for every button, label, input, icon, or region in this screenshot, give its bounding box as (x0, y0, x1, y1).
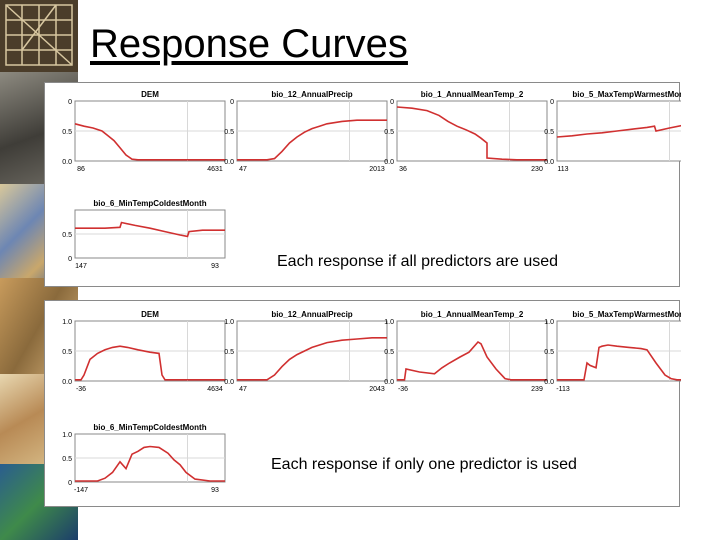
chart-all-5-xtick-label: 93 (211, 263, 219, 270)
caption-all-predictors: Each response if all predictors are used (277, 253, 559, 270)
chart-all-1-response-line (74, 123, 225, 161)
chart-all-3-ytick-label: 0.0 (384, 159, 394, 166)
chart-single-5-ytick-label: 0.5 (62, 456, 72, 463)
chart-single-2-title: bio_12_AnnualPrecip (271, 310, 352, 319)
chart-single-2-ytick-label: 0.5 (224, 349, 234, 356)
chart-all-1-xtick-label: 4631 (207, 166, 223, 173)
chart-all-2-ytick-label: 0 (230, 99, 234, 106)
chart-single-5-ytick-label: 1.0 (62, 432, 72, 439)
lattice-icon (0, 0, 78, 72)
chart-single-1-title: DEM (141, 310, 159, 319)
panel-all-predictors: DEM 0 0.5 0.0 86 4631 bio_12_AnnualPrecip 0 0.5 0… (44, 82, 681, 287)
chart-all-4-ytick-label: 0.5 (544, 129, 554, 136)
chart-single-3: bio_1_AnnualMeanTemp_2 1.0 0.5 0.0 -36 239 (384, 310, 548, 393)
chart-all-5-xtick-label: 147 (75, 263, 87, 270)
chart-all-1-ytick-label: 0 (68, 99, 72, 106)
chart-single-5-response-line (75, 445, 225, 482)
chart-single-5: bio_6_MinTempColdestMonth 1.0 0.5 0-147 93 (62, 423, 226, 494)
chart-single-3-xtick-label: 239 (531, 386, 543, 393)
chart-single-3-ytick-label: 1.0 (384, 319, 394, 326)
chart-single-2-ytick-label: 0.0 (224, 379, 234, 386)
chart-all-2: bio_12_AnnualPrecip 0 0.5 0.0 47 2013 (224, 90, 388, 173)
panel-single-predictor: DEM 1.0 0.5 0.0 -36 4634 bio_12_AnnualPrecip 1.… (44, 300, 681, 507)
chart-all-2-ytick-label: 0.5 (224, 129, 234, 136)
chart-single-3-title: bio_1_AnnualMeanTemp_2 (421, 310, 524, 319)
chart-single-2-response-line (237, 336, 387, 381)
chart-all-5-ytick-label: 0 (68, 256, 72, 263)
chart-single-5-title: bio_6_MinTempColdestMonth (93, 423, 206, 432)
chart-all-4-response-line (556, 124, 681, 138)
chart-single-2-ytick-label: 1.0 (224, 319, 234, 326)
chart-all-4-ytick-label: 0 (550, 99, 554, 106)
chart-all-3: bio_1_AnnualMeanTemp_2 0 0.5 0.0 36 230 (384, 90, 548, 173)
chart-single-3-response-line (397, 340, 547, 381)
chart-single-4: bio_5_MaxTempWarmestMonth1.00.50.0-11345… (544, 310, 681, 393)
chart-single-4-ytick-label: 0.5 (544, 349, 554, 356)
chart-all-2-ytick-label: 0.0 (224, 159, 234, 166)
chart-single-5-xtick-label: -147 (74, 487, 88, 494)
chart-all-2-response-line (237, 119, 387, 161)
chart-single-1-ytick-label: 0.5 (62, 349, 72, 356)
chart-single-5-ytick-label: 0 (68, 480, 72, 487)
chart-all-2-xtick-label: 47 (239, 166, 247, 173)
grid-lattice-image (0, 0, 78, 72)
slide-title: Response Curves (90, 22, 408, 66)
chart-single-4-response-line (557, 344, 681, 381)
chart-single-1-response-line (75, 345, 225, 381)
chart-all-1-ytick-label: 0.0 (62, 159, 72, 166)
chart-all-1-ytick-label: 0.5 (62, 129, 72, 136)
chart-all-2-xtick-label: 2013 (369, 166, 385, 173)
chart-single-2-xtick-label: 47 (239, 386, 247, 393)
response-curves-single: DEM 1.0 0.5 0.0 -36 4634 bio_12_AnnualPrecip 1.… (62, 310, 681, 494)
chart-all-1: DEM 0 0.5 0.0 86 4631 (62, 90, 226, 173)
chart-single-1-xtick-label: -36 (76, 386, 86, 393)
chart-all-1-title: DEM (141, 90, 159, 99)
chart-all-3-xtick-label: 230 (531, 166, 543, 173)
chart-single-2: bio_12_AnnualPrecip 1.0 0.5 0.0 47 2043 (224, 310, 388, 393)
chart-all-3-ytick-label: 0 (390, 99, 394, 106)
chart-single-1-ytick-label: 1.0 (62, 319, 72, 326)
chart-single-4-title: bio_5_MaxTempWarmestMonth (572, 310, 681, 319)
chart-single-1-xtick-label: 4634 (207, 386, 223, 393)
caption-single-predictor: Each response if only one predictor is u… (271, 456, 577, 473)
chart-all-2-title: bio_12_AnnualPrecip (271, 90, 352, 99)
response-curves-all: DEM 0 0.5 0.0 86 4631 bio_12_AnnualPrecip 0 0.5 0… (62, 90, 681, 270)
chart-all-5-ytick-label: 0.5 (62, 232, 72, 239)
chart-single-1-ytick-label: 0.0 (62, 379, 72, 386)
chart-single-4-xtick-label: -113 (556, 386, 570, 393)
chart-all-3-xtick-label: 36 (399, 166, 407, 173)
chart-single-3-ytick-label: 0.5 (384, 349, 394, 356)
chart-all-5-response-line (75, 221, 225, 238)
chart-single-5-xtick-label: 93 (211, 487, 219, 494)
chart-all-3-response-line (396, 106, 547, 161)
chart-all-4-xtick-label: 113 (557, 166, 568, 173)
chart-all-1-xtick-label: 86 (77, 166, 85, 173)
chart-single-3-xtick-label: -36 (398, 386, 408, 393)
chart-single-4-ytick-label: 0.0 (544, 379, 554, 386)
chart-single-2-xtick-label: 2043 (369, 386, 385, 393)
chart-single-3-ytick-label: 0.0 (384, 379, 394, 386)
chart-all-4-ytick-label: 0.0 (544, 159, 554, 166)
chart-all-4-title: bio_5_MaxTempWarmestMonth (572, 90, 681, 99)
chart-all-5-title: bio_6_MinTempColdestMonth (93, 199, 206, 208)
chart-all-3-ytick-label: 0.5 (384, 129, 394, 136)
chart-single-4-ytick-label: 1.0 (544, 319, 554, 326)
chart-all-3-title: bio_1_AnnualMeanTemp_2 (421, 90, 524, 99)
chart-single-1: DEM 1.0 0.5 0.0 -36 4634 (62, 310, 226, 393)
